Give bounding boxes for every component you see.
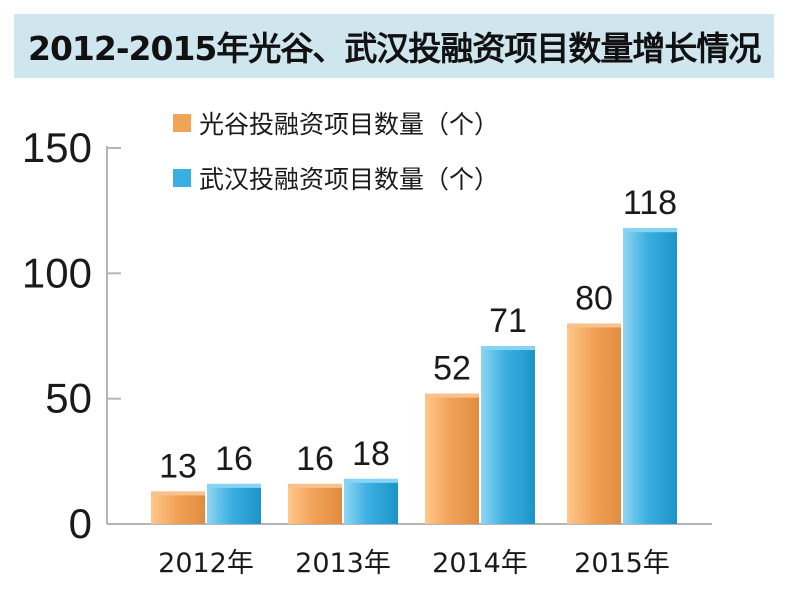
bar-top-highlight xyxy=(288,483,342,488)
legend-item-guanggu: 光谷投融资项目数量（个） xyxy=(173,108,500,139)
legend-label-wuhan: 武汉投融资项目数量（个） xyxy=(199,165,500,194)
bar xyxy=(567,323,621,524)
y-tick-label: 100 xyxy=(22,249,92,296)
legend: 光谷投融资项目数量（个） 武汉投融资项目数量（个） xyxy=(173,108,499,218)
data-label: 71 xyxy=(489,302,527,340)
data-label: 118 xyxy=(623,184,677,222)
chart-title: 2012-2015年光谷、武汉投融资项目数量增长情况 xyxy=(28,29,761,68)
bar-top-highlight xyxy=(481,346,535,351)
x-tick-label: 2013年 xyxy=(295,548,391,579)
y-tick-label: 50 xyxy=(45,375,92,422)
bar xyxy=(344,478,398,524)
bar-top-highlight xyxy=(207,483,261,488)
data-label: 18 xyxy=(352,435,390,473)
legend-item-wuhan: 武汉投融资项目数量（个） xyxy=(173,163,500,194)
y-tick-label: 150 xyxy=(22,124,92,171)
title-banner: 2012-2015年光谷、武汉投融资项目数量增长情况 xyxy=(14,14,774,78)
bar xyxy=(623,228,677,525)
bar-top-highlight xyxy=(425,393,479,398)
data-label: 13 xyxy=(159,447,197,485)
bar xyxy=(481,346,535,524)
y-tick-label: 0 xyxy=(69,500,92,547)
bar xyxy=(425,393,479,524)
data-label: 52 xyxy=(433,350,471,388)
bar xyxy=(151,491,205,524)
data-label: 16 xyxy=(296,440,334,478)
legend-swatch-guanggu xyxy=(173,114,191,132)
legend-swatch-wuhan xyxy=(173,169,191,187)
bar-top-highlight xyxy=(567,323,621,328)
data-label: 80 xyxy=(575,279,613,317)
x-tick-label: 2014年 xyxy=(432,548,528,579)
bar xyxy=(207,483,261,524)
legend-label-guanggu: 光谷投融资项目数量（个） xyxy=(199,110,500,139)
bar-top-highlight xyxy=(344,478,398,483)
bar xyxy=(288,483,342,524)
bar-top-highlight xyxy=(623,228,677,233)
data-label: 16 xyxy=(215,440,253,478)
x-tick-label: 2012年 xyxy=(158,548,254,579)
x-tick-label: 2015年 xyxy=(574,548,670,579)
bar-top-highlight xyxy=(151,491,205,496)
